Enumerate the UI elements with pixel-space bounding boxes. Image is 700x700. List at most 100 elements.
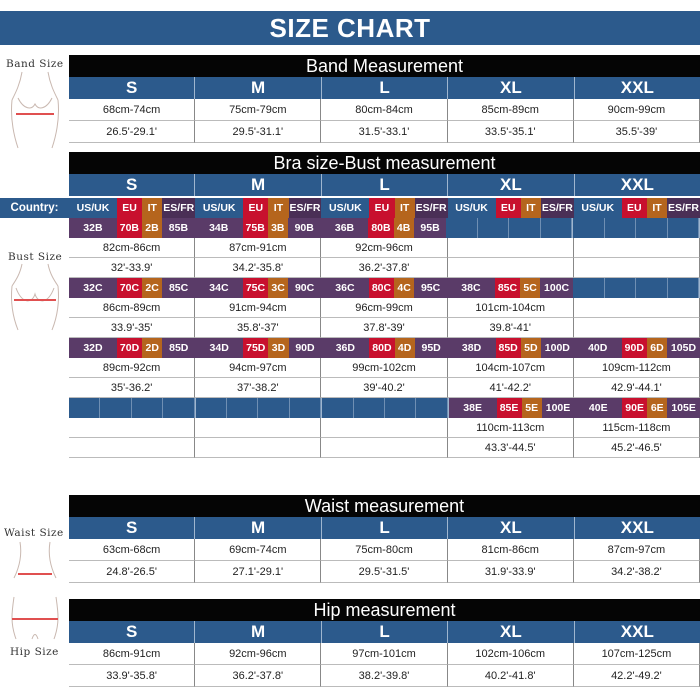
- bust-cm-cell: 109cm-112cm: [573, 358, 700, 378]
- band-inch-m: 29.5'-31.1': [195, 121, 322, 143]
- cup-code-empty: [100, 398, 132, 418]
- cup-row: 32B 70B 2B 85B 34B 75B 3B 90B 36B 80B 4B 95B: [69, 218, 700, 238]
- country-row: Country: US/UK EU IT ES/FR US/UK EU IT ES/FR US/…: [0, 198, 700, 218]
- bust-cm-cell: [573, 298, 700, 318]
- cup-group: [573, 278, 700, 298]
- bust-inch-row: 33.9'-35' 35.8'-37' 37.8'-39' 39.8'-41': [69, 318, 700, 338]
- waist-cm-xxl: 87cm-97cm: [573, 539, 700, 561]
- bust-cm-cell: [573, 238, 700, 258]
- cup-code-eu: 85E: [496, 398, 522, 418]
- size-header-m: M: [195, 77, 322, 99]
- hip-size-label: Hip Size: [10, 646, 59, 658]
- bust-inch-cell: 32'-33.9': [69, 258, 196, 278]
- bust-inch-cell: [573, 258, 700, 278]
- bust-cm-row: 110cm-113cm 115cm-118cm: [69, 418, 700, 438]
- cup-code-us-uk: 36B: [320, 218, 369, 238]
- country-code-it: IT: [520, 198, 541, 218]
- bust-cm-cell: 94cm-97cm: [195, 358, 322, 378]
- country-code-us-uk: US/UK: [69, 198, 117, 218]
- bust-inch-cell: [447, 258, 574, 278]
- cup-group: 32D 70D 2D 85D: [69, 338, 196, 358]
- waist-heading: Waist measurement: [69, 495, 700, 517]
- cup-code-empty: [509, 218, 541, 238]
- bust-inch-cell: [69, 438, 196, 458]
- cup-code-it: 4D: [394, 338, 415, 358]
- cup-code-empty: [258, 398, 290, 418]
- waist-size-header-xl: XL: [448, 517, 575, 539]
- cup-code-es-fr: 100C: [540, 278, 573, 298]
- cup-code-us-uk: 34C: [195, 278, 243, 298]
- cup-code-es-fr: 85B: [162, 218, 195, 238]
- waist-inch-xl: 31.9'-33.9': [447, 561, 574, 583]
- bust-inch-cell: [321, 438, 448, 458]
- country-group-s: US/UK EU IT ES/FR: [69, 198, 196, 218]
- cup-code-it: 3B: [267, 218, 288, 238]
- bust-inch-row: 32'-33.9' 34.2'-35.8' 36.2'-37.8': [69, 258, 700, 278]
- waist-section: Waist measurement S M L XL XXL 63cm-68cm…: [69, 495, 700, 583]
- bust-cm-row: 86cm-89cm 91cm-94cm 96cm-99cm 101cm-104cm: [69, 298, 700, 318]
- country-code-it: IT: [142, 198, 163, 218]
- cup-code-es-fr: 105D: [667, 338, 700, 358]
- cup-code-es-fr: 100D: [540, 338, 574, 358]
- cup-code-empty: [541, 218, 573, 238]
- waist-cm-l: 75cm-80cm: [321, 539, 448, 561]
- waist-inch-m: 27.1'-29.1': [195, 561, 322, 583]
- waist-inch-xxl: 34.2'-38.2': [573, 561, 700, 583]
- bust-section: Bra size-Bust measurement S M L XL XXL: [69, 152, 700, 196]
- bust-inch-cell: 33.9'-35': [69, 318, 196, 338]
- cup-code-empty: [573, 218, 605, 238]
- bust-cm-cell: 99cm-102cm: [321, 358, 448, 378]
- cup-code-es-fr: 85D: [162, 338, 196, 358]
- cup-code-us-uk: 34B: [194, 218, 243, 238]
- hip-size-header-l: L: [321, 621, 449, 643]
- cup-code-eu: 75C: [242, 278, 269, 298]
- cup-code-it: 5C: [520, 278, 541, 298]
- cup-code-us-uk: 34D: [195, 338, 244, 358]
- cup-group: 34B 75B 3B 90B: [194, 218, 321, 238]
- hip-cm-m: 92cm-96cm: [195, 643, 322, 665]
- cup-code-it: 3C: [268, 278, 289, 298]
- cup-code-eu: 80B: [368, 218, 394, 238]
- cup-code-it: 4C: [394, 278, 415, 298]
- cup-code-empty: [636, 278, 668, 298]
- cup-code-eu: 80C: [368, 278, 395, 298]
- cup-group: [573, 218, 700, 238]
- bust-size-header-m: M: [195, 174, 322, 196]
- cup-code-it: 5D: [520, 338, 541, 358]
- cup-code-us-uk: 32D: [69, 338, 117, 358]
- cup-code-it: 2B: [141, 218, 163, 238]
- cup-group: 32C 70C 2C 85C: [69, 278, 195, 298]
- cup-code-empty: [478, 218, 510, 238]
- country-group-l: US/UK EU IT ES/FR: [321, 198, 448, 218]
- waist-cm-s: 63cm-68cm: [69, 539, 196, 561]
- cup-code-eu: 70C: [116, 278, 143, 298]
- cup-code-eu: 75B: [242, 218, 268, 238]
- cup-group: 32B 70B 2B 85B: [69, 218, 195, 238]
- bust-cm-cell: 115cm-118cm: [573, 418, 700, 438]
- waist-cm-xl: 81cm-86cm: [447, 539, 574, 561]
- band-cm-l: 80cm-84cm: [321, 99, 448, 121]
- country-label: Country:: [0, 198, 69, 218]
- cup-code-it: 4B: [393, 218, 414, 238]
- bust-rows: 32B 70B 2B 85B 34B 75B 3B 90B 36B 80B 4B 95B 82cm-86…: [69, 218, 700, 458]
- cup-group: 36D 80D 4D 95D: [321, 338, 448, 358]
- cup-code-us-uk: 36C: [321, 278, 369, 298]
- cup-code-it: 2C: [142, 278, 163, 298]
- cup-code-empty: [132, 398, 164, 418]
- bust-size-header-l: L: [321, 174, 449, 196]
- waist-size-header-l: L: [321, 517, 449, 539]
- cup-group: [69, 398, 196, 418]
- country-code-eu: EU: [621, 198, 647, 218]
- country-code-es-fr: ES/FR: [162, 198, 196, 218]
- country-code-es-fr: ES/FR: [667, 198, 700, 218]
- band-cm-xl: 85cm-89cm: [447, 99, 574, 121]
- bust-inch-cell: [195, 438, 322, 458]
- hip-cm-s: 86cm-91cm: [69, 643, 196, 665]
- country-code-it: IT: [268, 198, 289, 218]
- hip-size-header-xl: XL: [448, 621, 575, 643]
- cup-code-es-fr: 105E: [667, 398, 700, 418]
- cup-group: [195, 398, 323, 418]
- bust-inch-row: 43.3'-44.5' 45.2'-46.5': [69, 438, 700, 458]
- bust-cm-cell: [321, 418, 448, 438]
- hip-figure-icon: [11, 596, 59, 640]
